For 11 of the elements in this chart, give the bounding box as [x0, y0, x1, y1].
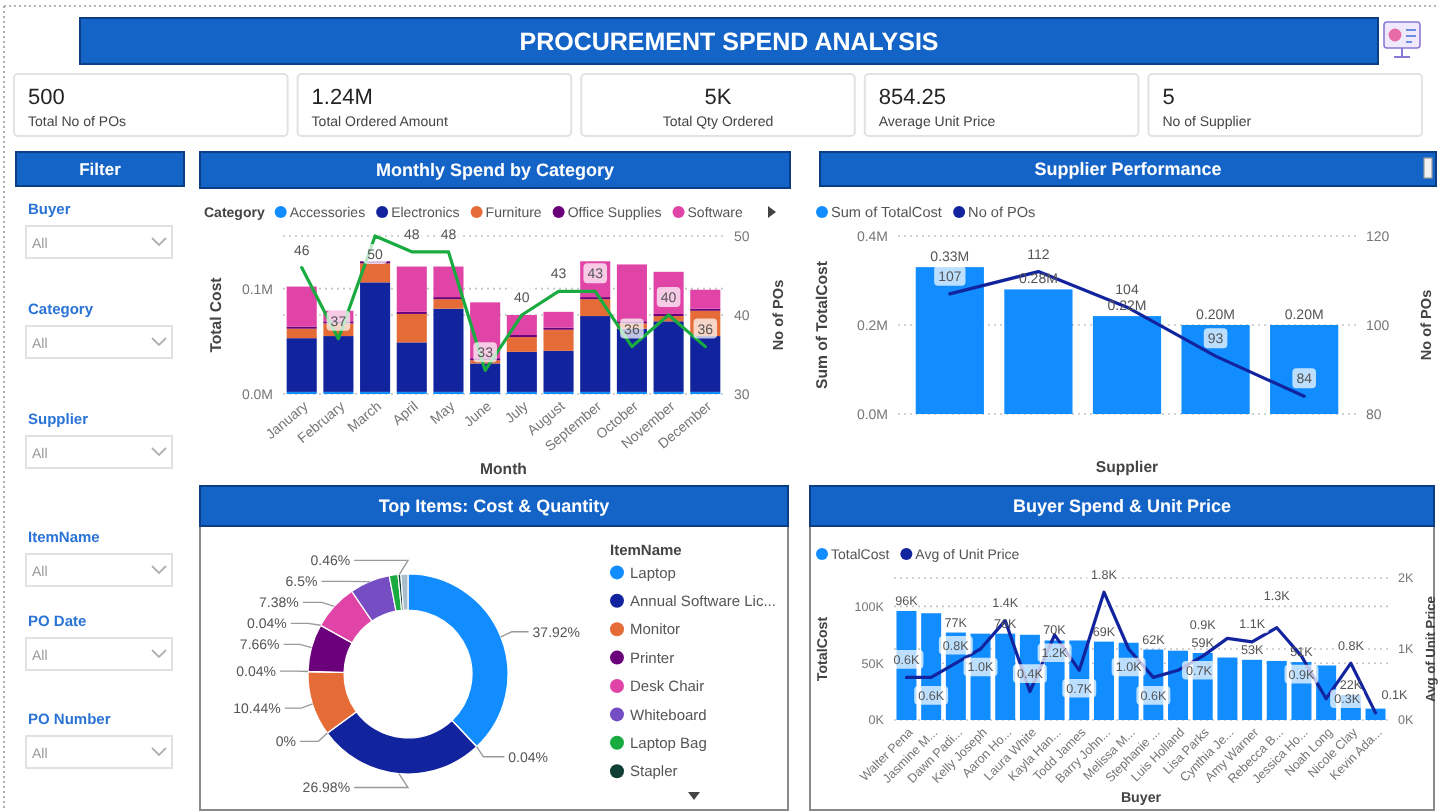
chart-title: Buyer Spend & Unit Price — [1012, 496, 1232, 517]
chart-title: Top Items: Cost & Quantity — [378, 496, 610, 517]
chart-title: Monthly Spend by Category — [375, 160, 615, 181]
text: 1.24M — [311, 86, 373, 110]
text: PROCUREMENT SPEND ANALYSIS — [519, 28, 939, 56]
text: 5K — [704, 86, 733, 110]
text: Filter — [79, 159, 123, 180]
chart-title: Supplier Performance — [1034, 159, 1222, 180]
text: 5 — [1162, 86, 1175, 110]
text: 500 — [28, 86, 65, 110]
text: 854.25 — [878, 86, 947, 110]
